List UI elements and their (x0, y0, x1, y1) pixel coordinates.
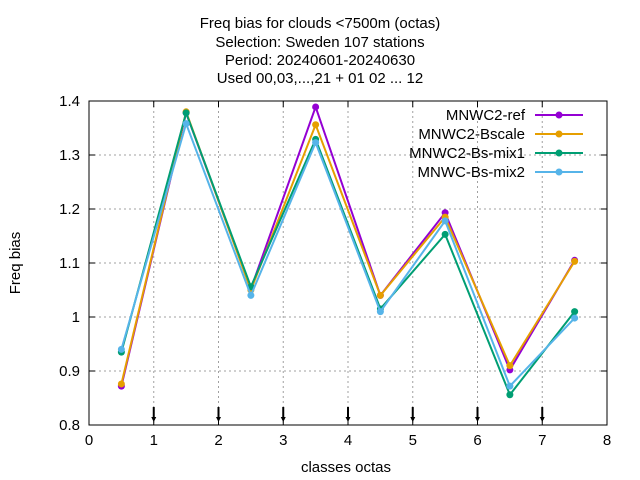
class-marker-arrow (475, 417, 480, 422)
data-point (182, 109, 190, 117)
y-tick-label: 1.2 (59, 201, 80, 218)
data-point (312, 103, 320, 111)
series-line-2 (120, 109, 576, 397)
class-marker-arrow (539, 417, 545, 422)
legend: MNWC2-ref MNWC2-Bscale MNWC2-Bs-mix1 MNWC-B… (409, 107, 583, 181)
grid-lines (89, 101, 607, 425)
data-point (376, 291, 384, 299)
data-point (441, 230, 449, 238)
y-tick-label: 1.1 (59, 255, 80, 272)
y-axis-label: Freq bias (7, 232, 24, 295)
axes: 0 1 2 3 4 5 6 7 8 0.8 0.9 1 1.1 1.2 1.3 1.4 (59, 93, 611, 449)
y-tick-label: 1.4 (59, 93, 80, 110)
data-point (571, 314, 579, 322)
data-point (182, 120, 190, 128)
series-group (117, 103, 579, 399)
x-tick-label: 0 (85, 432, 93, 449)
class-marker-arrow (280, 417, 286, 422)
data-point (376, 308, 384, 316)
x-tick-label: 6 (473, 432, 481, 449)
title-line-4: Used 00,03,...,21 + 01 02 ... 12 (216, 70, 424, 87)
series-line-3 (120, 120, 576, 388)
title-line-2: Selection: Sweden 107 stations (215, 34, 425, 51)
class-marker-arrow (345, 417, 351, 422)
class-marker-arrow (216, 417, 221, 422)
x-tick-label: 1 (150, 432, 158, 449)
data-point (247, 291, 255, 299)
y-tick-label: 1 (72, 309, 80, 326)
y-tick-label: 1.3 (59, 147, 80, 164)
data-point (312, 139, 320, 147)
legend-label: MNWC2-Bscale (418, 126, 525, 143)
legend-label: MNWC-Bs-mix2 (418, 164, 525, 181)
data-point (117, 380, 125, 388)
legend-label: MNWC2-ref (446, 107, 526, 124)
y-tick-label: 0.9 (59, 363, 80, 380)
x-tick-label: 8 (603, 432, 611, 449)
y-tick-label: 0.8 (59, 417, 80, 434)
class-marker-arrow (151, 417, 157, 422)
title-line-3: Period: 20240601-20240630 (224, 52, 416, 69)
x-tick-label: 3 (279, 432, 287, 449)
data-point (117, 345, 125, 353)
class-marker-arrow (410, 417, 416, 422)
data-point (441, 217, 449, 225)
data-point (571, 257, 579, 265)
legend-swatch-point (555, 130, 563, 138)
data-point (571, 308, 579, 316)
title-line-1: Freq bias for clouds <7500m (octas) (199, 15, 441, 32)
x-tick-label: 2 (214, 432, 222, 449)
legend-swatch-point (555, 149, 563, 157)
data-point (506, 391, 514, 399)
x-tick-label: 7 (538, 432, 546, 449)
legend-swatch-point (555, 111, 563, 119)
data-point (506, 362, 514, 370)
x-axis-label: classes octas (301, 459, 391, 476)
x-tick-label: 5 (409, 432, 417, 449)
data-point (506, 382, 514, 390)
x-tick-label: 4 (344, 432, 352, 449)
legend-label: MNWC2-Bs-mix1 (409, 145, 525, 162)
legend-swatch-point (555, 168, 563, 176)
data-point (312, 121, 320, 129)
